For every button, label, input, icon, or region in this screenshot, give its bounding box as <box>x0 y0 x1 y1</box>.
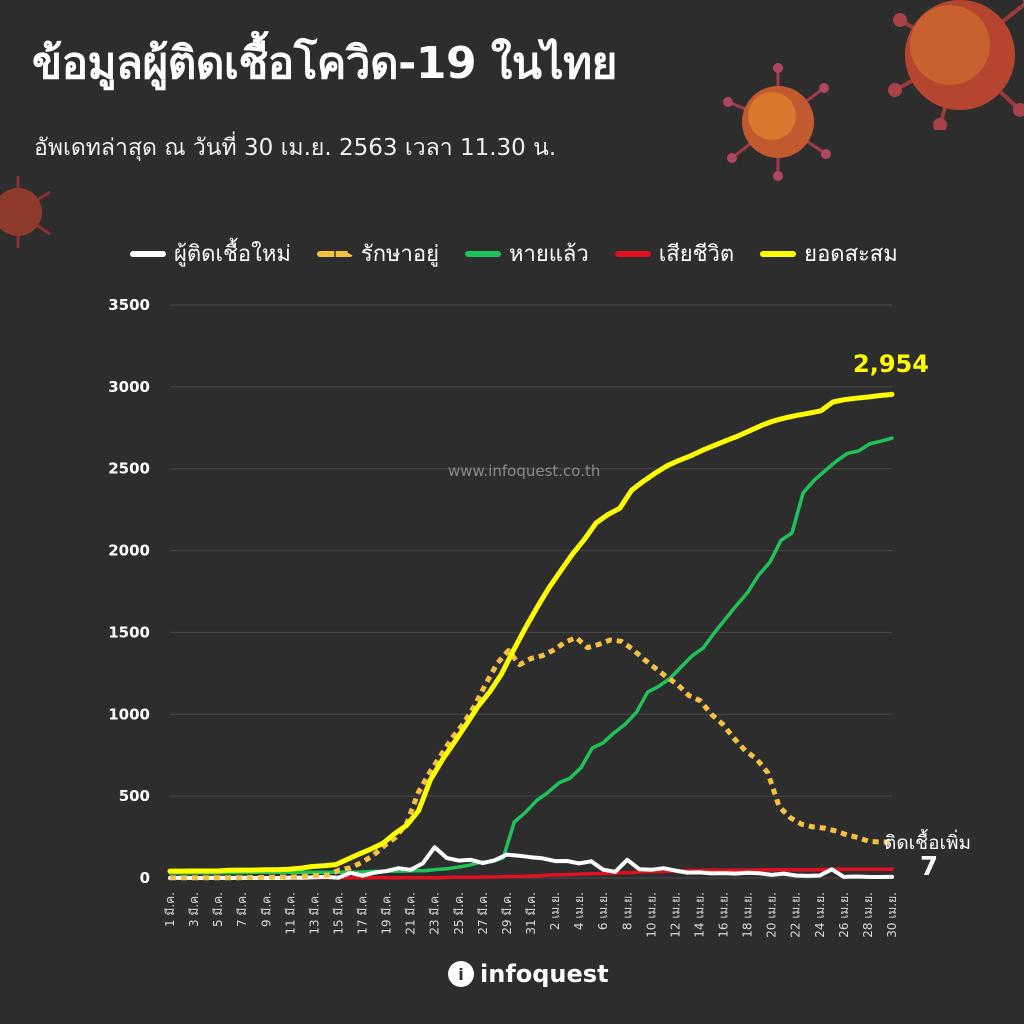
x-tick-label: 27 มี.ค. <box>476 892 490 935</box>
legend-swatch-active <box>316 250 353 257</box>
legend-swatch-recovered <box>464 250 501 257</box>
x-tick-label: 21 มี.ค. <box>404 892 418 935</box>
x-tick-label: 29 มี.ค. <box>500 892 514 935</box>
series-line-4 <box>167 391 895 874</box>
x-tick-label: 20 เม.ย. <box>765 892 779 938</box>
y-tick-label: 2000 <box>108 542 150 560</box>
y-tick-label: 3000 <box>108 378 150 396</box>
final-total-label: 2,954 <box>853 350 929 378</box>
virus-decoration-large <box>888 0 1024 130</box>
x-tick-label: 1 มี.ค. <box>163 892 177 927</box>
x-tick-label: 16 เม.ย. <box>717 892 731 938</box>
y-tick-label: 0 <box>140 869 150 887</box>
series-line-2 <box>168 436 894 875</box>
x-tick-label: 2 เม.ย. <box>548 892 562 930</box>
x-tick-label: 6 เม.ย. <box>596 892 610 930</box>
series-line-0 <box>168 845 894 880</box>
legend-item-deaths: เสียชีวิต <box>614 236 735 271</box>
x-tick-label: 14 เม.ย. <box>692 892 706 938</box>
legend-item-active: รักษาอยู่ <box>316 236 439 271</box>
y-tick-label: 3500 <box>108 296 150 314</box>
page-title: ข้อมูลผู้ติดเชื้อโควิด-19 ในไทย <box>32 38 617 89</box>
watermark-text: www.infoquest.co.th <box>448 462 601 480</box>
x-tick-label: 12 เม.ย. <box>668 892 682 938</box>
x-tick-label: 8 เม.ย. <box>620 892 634 930</box>
x-tick-label: 5 มี.ค. <box>211 892 225 927</box>
x-tick-label: 9 มี.ค. <box>259 892 273 927</box>
virus-decoration-medium <box>723 63 831 181</box>
legend-swatch-cumulative <box>760 250 797 257</box>
new-cases-value: 7 <box>920 852 939 882</box>
brand-logo: i infoquest <box>448 960 609 988</box>
chart-legend: ผู้ติดเชื้อใหม่ รักษาอยู่ หายแล้ว เสียชี… <box>130 236 898 271</box>
x-tick-label: 30 เม.ย. <box>885 892 899 938</box>
x-tick-label: 23 มี.ค. <box>428 892 442 935</box>
x-tick-label: 19 มี.ค. <box>380 892 394 935</box>
x-tick-label: 22 เม.ย. <box>789 892 803 938</box>
brand-name: infoquest <box>480 960 609 988</box>
x-tick-label: 15 มี.ค. <box>331 892 345 935</box>
series-line-1 <box>170 635 892 881</box>
x-tick-label: 28 เม.ย. <box>861 892 875 938</box>
y-tick-label: 1500 <box>108 623 150 641</box>
x-tick-label: 7 มี.ค. <box>235 892 249 927</box>
x-tick-label: 26 เม.ย. <box>837 892 851 938</box>
x-tick-label: 4 เม.ย. <box>572 892 586 930</box>
legend-item-cumulative: ยอดสะสม <box>760 236 898 271</box>
x-tick-label: 18 เม.ย. <box>741 892 755 938</box>
legend-label-new-cases: ผู้ติดเชื้อใหม่ <box>174 242 291 267</box>
x-tick-label: 31 มี.ค. <box>524 892 538 935</box>
new-cases-label: ติดเชื้อเพิ่ม <box>884 832 972 854</box>
x-tick-label: 24 เม.ย. <box>813 892 827 938</box>
page-subtitle: อัพเดทล่าสุด ณ วันที่ 30 เม.ย. 2563 เวลา… <box>34 135 557 161</box>
virus-decoration-small <box>0 176 51 248</box>
x-tick-label: 10 เม.ย. <box>644 892 658 938</box>
legend-label-active: รักษาอยู่ <box>360 242 439 267</box>
y-tick-label: 500 <box>119 787 150 805</box>
x-tick-label: 3 มี.ค. <box>187 892 201 927</box>
x-tick-label: 17 มี.ค. <box>356 892 370 935</box>
y-tick-label: 2500 <box>108 460 150 478</box>
x-tick-label: 13 มี.ค. <box>307 892 321 935</box>
legend-item-recovered: หายแล้ว <box>464 236 589 271</box>
legend-swatch-new-cases <box>130 250 166 257</box>
y-tick-label: 1000 <box>108 705 150 723</box>
info-icon: i <box>448 961 474 987</box>
legend-label-cumulative: ยอดสะสม <box>804 242 898 267</box>
x-tick-label: 25 มี.ค. <box>452 892 466 935</box>
legend-swatch-deaths <box>614 250 651 257</box>
legend-label-recovered: หายแล้ว <box>508 242 589 267</box>
legend-label-deaths: เสียชีวิต <box>658 242 735 267</box>
x-tick-label: 11 มี.ค. <box>283 892 297 935</box>
legend-item-new-cases: ผู้ติดเชื้อใหม่ <box>130 236 291 271</box>
